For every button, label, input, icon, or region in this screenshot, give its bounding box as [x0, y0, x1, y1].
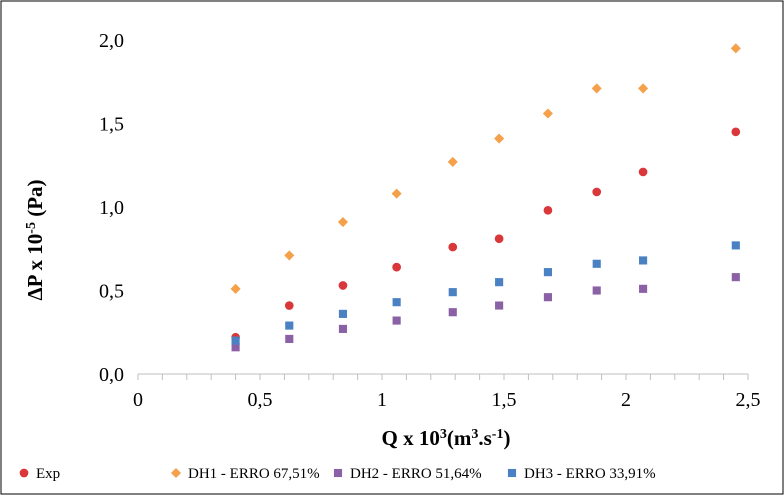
data-point: [284, 250, 295, 261]
x-label-close: ): [503, 426, 510, 450]
series-4: [231, 241, 740, 345]
x-label-sup2: 3: [471, 427, 478, 442]
data-point: [731, 127, 741, 137]
legend-label: DH1 - ERRO 67,51%: [188, 466, 320, 482]
y-tick-label: 0,5: [99, 281, 124, 303]
data-point: [543, 268, 552, 277]
data-point: [284, 301, 294, 310]
data-point: [448, 242, 458, 252]
x-label-mid: (m: [447, 426, 472, 450]
x-label-end: .s: [478, 426, 491, 450]
data-point: [543, 293, 552, 302]
data-point: [731, 241, 740, 250]
data-point: [495, 278, 504, 287]
data-point: [337, 216, 348, 228]
y-tick-label: 2,0: [99, 30, 124, 52]
data-point: [638, 83, 649, 94]
data-points: [230, 43, 741, 352]
data-point: [494, 234, 504, 244]
data-point: [447, 156, 458, 167]
data-point: [592, 259, 601, 268]
data-point: [495, 301, 504, 310]
series-2: [230, 43, 741, 294]
data-point: [592, 187, 602, 197]
x-tick-label: 0,5: [248, 389, 273, 411]
legend-marker: [507, 468, 517, 478]
data-point: [731, 273, 740, 282]
data-point: [448, 288, 457, 297]
data-point: [543, 206, 553, 215]
x-tick-label: 0: [133, 389, 143, 411]
x-tick-label: 1: [377, 389, 387, 411]
data-point: [392, 316, 401, 325]
data-point: [638, 167, 648, 177]
data-point: [639, 256, 648, 265]
data-point: [338, 309, 348, 318]
x-tick-label: 1,5: [492, 389, 517, 411]
data-point: [338, 324, 348, 333]
y-axis-label: ΔP x 10-5 (Pa): [23, 179, 47, 300]
axes: 0 0,5 1 1,5 2 2,5 0,0 0,5 1,0 1,5 2,0: [99, 30, 761, 411]
data-point: [230, 283, 241, 294]
data-point: [285, 334, 294, 343]
legend-marker: [333, 468, 343, 478]
legend-label: DH2 - ERRO 51,64%: [350, 466, 482, 482]
data-point: [448, 308, 457, 317]
data-point: [639, 284, 648, 293]
legend-marker: [19, 468, 29, 478]
x-label-main: Q x 10: [382, 426, 440, 450]
data-point: [542, 108, 553, 119]
x-label-sup3: -1: [492, 427, 504, 442]
data-point: [591, 83, 602, 94]
data-point: [231, 336, 240, 345]
y-tick-label: 1,5: [99, 114, 124, 136]
series-1: [231, 127, 741, 342]
y-label-end: (Pa): [23, 179, 47, 222]
data-point: [592, 286, 601, 295]
x-tick-label: 2: [621, 389, 631, 411]
x-tick-label: 2,5: [736, 389, 761, 411]
data-point: [391, 188, 402, 199]
data-point: [231, 343, 240, 352]
y-label-main: ΔP x 10: [23, 234, 47, 301]
x-label-sup1: 3: [440, 427, 447, 442]
data-point: [338, 281, 348, 290]
x-axis-label: Q x 103(m3.s-1): [382, 426, 511, 450]
data-point: [392, 298, 401, 307]
y-label-sup: -5: [24, 222, 39, 234]
y-tick-label: 1,0: [99, 197, 124, 219]
legend-label: DH3 - ERRO 33,91%: [524, 466, 656, 482]
y-tick-label: 0,0: [99, 364, 124, 386]
data-point: [285, 321, 294, 330]
series-3: [231, 273, 740, 352]
data-point: [392, 262, 401, 272]
data-point: [730, 43, 741, 54]
legend-marker: [170, 467, 182, 479]
legend-label: Exp: [36, 466, 60, 482]
legend: Exp DH1 - ERRO 67,51% DH2 - ERRO 51,64% DH3…: [19, 466, 656, 482]
data-point: [494, 133, 505, 144]
